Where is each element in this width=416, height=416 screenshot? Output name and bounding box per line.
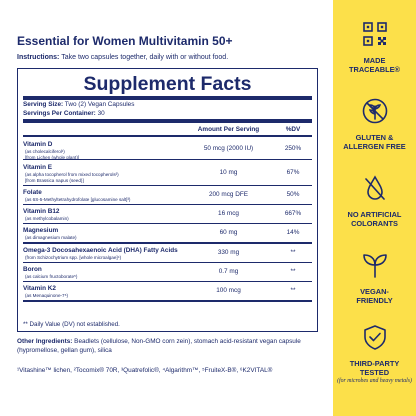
amount-value: 50 mcg (2000 IU) [203,145,254,152]
dv-value: ** [290,249,296,256]
shield-check-icon [363,325,386,350]
table-row: Vitamin D (as cholecalciferol¹) [from Li… [23,135,312,160]
dv-footnote: ** Daily Value (DV) not established. [23,321,120,328]
table-row: Magnesium (as dimagnesium malate) 60 mg … [23,223,312,242]
servings-label: Servings Per Container: [23,110,96,117]
nutrient-source: (as cholecalciferol¹) [25,149,65,154]
nutrient-name: Magnesium [23,227,59,234]
serving-size-label: Serving Size: [23,101,64,108]
table-row: Boron (as calcium fructoborate⁵) 0.7 mg … [23,262,312,281]
badge-label: MADE TRACEABLE® [348,56,401,74]
badge-sublabel: (for microbes and heavy metals) [337,378,412,384]
sprout-icon [362,254,387,278]
nutrient-name: Vitamin D [23,141,53,148]
wheat-free-icon [362,98,387,124]
nutrient-name: Boron [23,266,42,273]
instructions-label: Instructions: [17,54,60,61]
table-header: Amount Per Serving %DV [23,123,312,135]
nutrient-source: [from Lichen (whole plant)] [25,154,80,160]
nutrient-source: [from Brassica napus (seed)] [25,177,84,183]
droplet-free-icon [364,175,385,200]
servings-per-container: Servings Per Container: 30 [23,109,312,118]
instructions: Instructions: Take two capsules together… [17,54,228,61]
facts-title: Supplement Facts [83,73,252,95]
label-panel: Essential for Women Multivitamin 50+ Ins… [17,34,322,374]
product-title: Essential for Women Multivitamin 50+ [17,34,233,48]
other-ingredients-text: Beadlets (cellulose, Non-GMO corn zein),… [17,338,301,354]
dv-value: ** [290,268,296,275]
nutrient-source: (as Menaquinone-7⁶) [25,293,69,298]
divider [23,119,312,123]
serving-size-value: Two (2) Vegan Capsules [63,101,135,108]
nutrient-source: (as calcium fructoborate⁵) [25,274,78,279]
amount-value: 10 mg [219,169,238,176]
dv-value: 667% [284,210,302,217]
amount-value: 200 mcg DFE [208,191,249,198]
dv-value: ** [290,287,296,294]
nutrient-source: (from Schizochytrium spp. [whole microal… [25,255,122,260]
supplement-facts-panel: Supplement Facts Serving Size: Two (2) V… [17,68,318,332]
badge-gluten-allergen-free: GLUTEN & ALLERGEN FREE [333,97,416,151]
nutrient-source: (as 6S-5-Methyltetrahydrofolate [glucosa… [25,197,131,202]
nutrient-name: Folate [23,189,42,196]
table-row: Vitamin K2 (as Menaquinone-7⁶) 100 mcg *… [23,281,312,300]
dv-value: 50% [286,191,300,198]
instructions-text: Take two capsules together, daily with o… [59,54,229,61]
amount-value: 330 mg [217,249,240,256]
badge-made-traceable: MADE TRACEABLE® [333,20,416,74]
nutrient-name: Vitamin K2 [23,285,56,292]
nutrient-source: (as alpha tocopherol from mixed tocopher… [25,172,119,177]
nutrient-name: Omega-3 Docosahexaenoic Acid (DHA) Fatty… [23,247,178,254]
other-ingredients: Other Ingredients: Beadlets (cellulose, … [17,337,322,355]
header-dv: %DV [285,126,301,133]
amount-value: 60 mg [219,229,238,236]
amount-value: 16 mcg [218,210,239,217]
dv-value: 67% [286,169,300,176]
badge-vegan-friendly: VEGAN- FRIENDLY [333,251,416,305]
serving-size: Serving Size: Two (2) Vegan Capsules [23,100,312,109]
table-row: Folate (as 6S-5-Methyltetrahydrofolate [… [23,185,312,204]
nutrient-source: (as methylcobalamin) [25,216,69,221]
table-row: Vitamin E (as alpha tocopherol from mixe… [23,159,312,185]
badge-column: MADE TRACEABLE® GLUTEN & ALLERGEN FREE [333,0,416,416]
badge-label: THIRD-PARTY TESTED [349,359,400,377]
badge-label: NO ARTIFICIAL COLORANTS [347,210,402,228]
header-amount: Amount Per Serving [197,126,260,133]
servings-value: 30 [95,110,105,117]
dv-value: 250% [284,145,302,152]
trademark-notes: ¹Vitashine™ lichen, ²Tocomix® 70R, ³Quat… [17,367,273,374]
table-row: Omega-3 Docosahexaenoic Acid (DHA) Fatty… [23,242,312,262]
other-ingredients-label: Other Ingredients: [17,338,73,345]
amount-value: 100 mcg [216,287,241,294]
table-row: Vitamin B12 (as methylcobalamin) 16 mcg … [23,204,312,223]
badge-label: GLUTEN & ALLERGEN FREE [343,133,406,151]
dv-value: 14% [286,229,300,236]
amount-value: 0.7 mg [218,268,239,275]
nutrient-name: Vitamin E [23,164,53,171]
qr-code-icon [362,22,387,46]
divider [23,96,312,100]
badge-no-artificial-colorants: NO ARTIFICIAL COLORANTS [333,174,416,228]
badge-label: VEGAN- FRIENDLY [356,287,393,305]
table-footer-rule [23,300,312,312]
nutrient-source: (as dimagnesium malate) [25,235,77,240]
badge-third-party-tested: THIRD-PARTY TESTED (for microbes and heav… [333,323,416,384]
nutrient-name: Vitamin B12 [23,208,60,215]
